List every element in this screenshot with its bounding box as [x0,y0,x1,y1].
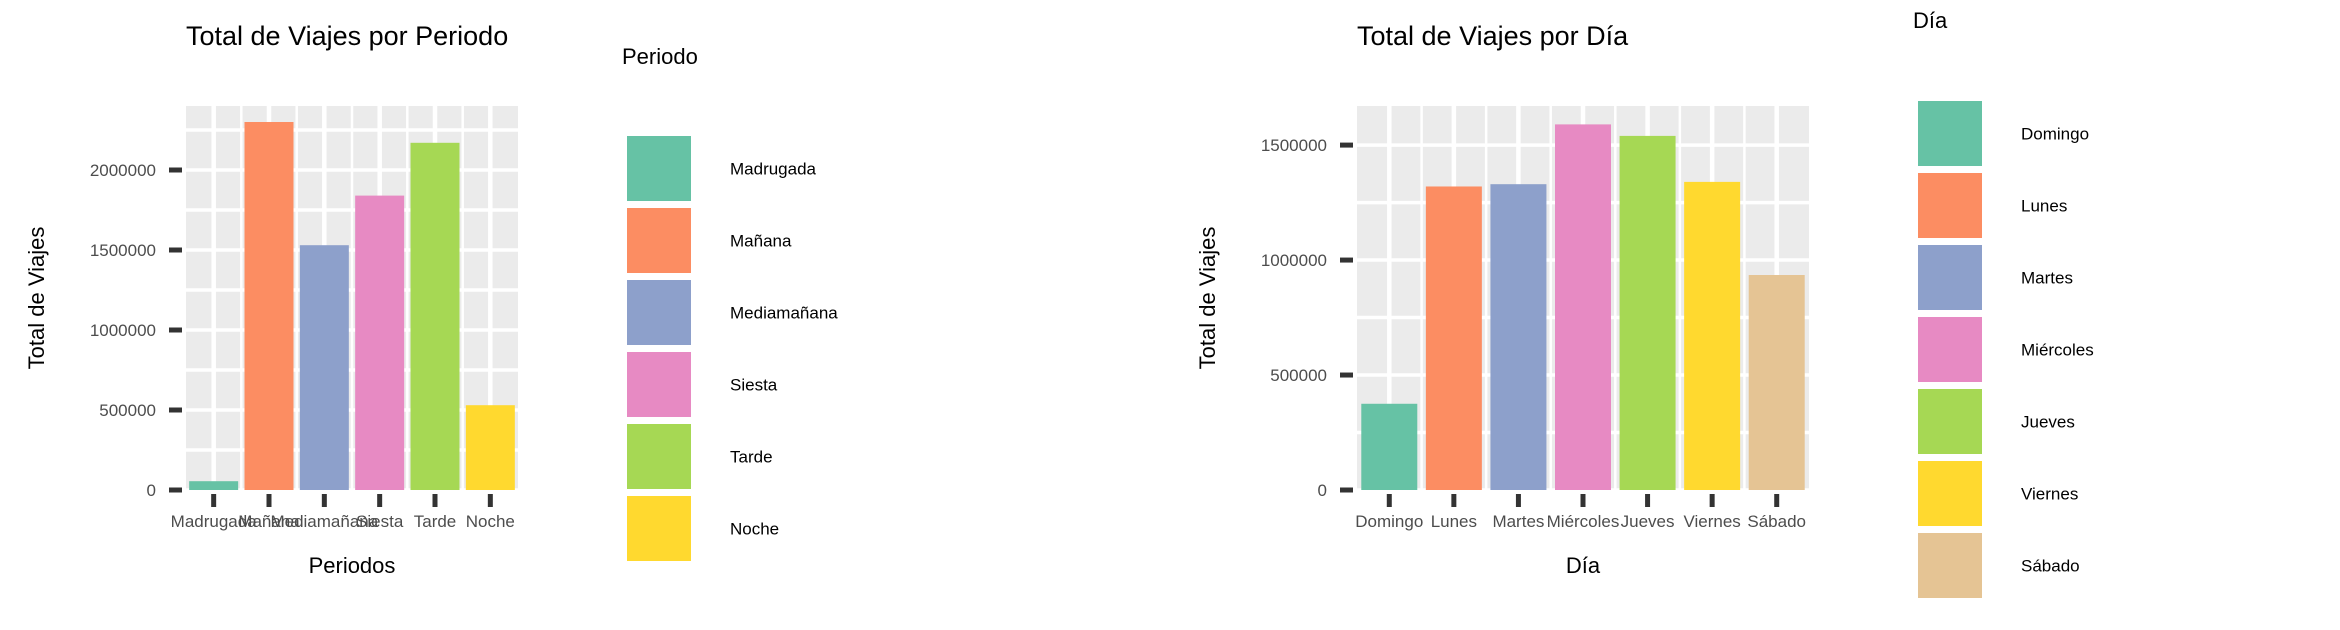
legend-swatch-siesta [625,350,693,419]
x-axis-title: Periodos [309,553,396,578]
legend-label-noche: Noche [730,520,779,539]
legend-swatch-viernes [1916,459,1984,528]
legend-swatch-noche [625,494,693,563]
legend-swatch-domingo [1916,99,1984,168]
legend-label-jueves: Jueves [2021,413,2075,432]
legend-swatch-miercoles [1916,315,1984,384]
legend-swatch-sabado [1916,531,1984,600]
y-tick-label: 2000000 [90,161,156,180]
legend-title: Día [1913,8,1948,33]
legend-swatch-jueves [1916,387,1984,456]
legend-label-viernes: Viernes [2021,485,2078,504]
legend-label-miercoles: Miércoles [2021,341,2094,360]
x-tick-label-martes: Martes [1492,512,1544,531]
x-tick-label-siesta: Siesta [356,512,404,531]
y-tick-label: 1500000 [90,241,156,260]
legend-label-tarde: Tarde [730,448,773,467]
legend-swatch-tarde [625,422,693,491]
y-tick-label: 500000 [99,401,156,420]
x-tick-label-noche: Noche [466,512,515,531]
x-tick-label-lunes: Lunes [1431,512,1477,531]
x-tick-label-mediamanana: Mediamañana [270,512,378,531]
bar-miercoles [1555,124,1611,491]
legend-title: Periodo [622,44,698,69]
x-tick-label-jueves: Jueves [1621,512,1675,531]
bar-domingo [1361,403,1418,490]
y-tick-label: 0 [147,481,156,500]
bar-lunes [1425,186,1482,490]
bar-mediamanana [299,245,349,490]
x-tick-label-miercoles: Miércoles [1547,512,1620,531]
bar-sabado [1748,275,1805,490]
legend-label-lunes: Lunes [2021,197,2067,216]
x-tick-label-tarde: Tarde [414,512,457,531]
chart-title: Total de Viajes por Periodo [186,21,508,51]
x-tick-label-manana: Mañana [238,512,300,531]
legend-label-domingo: Domingo [2021,125,2089,144]
y-tick-label: 1000000 [1261,251,1327,270]
legend-swatch-madrugada [625,134,693,203]
legend-swatch-martes [1916,243,1984,312]
x-axis-title: Día [1566,553,1601,578]
x-tick-label-domingo: Domingo [1355,512,1423,531]
chart-title: Total de Viajes por Día [1357,21,1629,51]
legend-swatch-mediamanana [625,278,693,347]
y-tick-label: 0 [1318,481,1327,500]
x-tick-label-sabado: Sábado [1747,512,1806,531]
legend-label-sabado: Sábado [2021,557,2080,576]
legend: Periodo Madrugada Mañana Mediamañana Siesta T… [622,44,838,563]
bar-tarde [410,142,460,491]
bar-jueves [1619,135,1676,490]
y-tick-label: 500000 [1270,366,1327,385]
legend-label-siesta: Siesta [730,376,778,395]
chart-1: 0500000100000015000002000000MadrugadaMañ… [24,21,838,578]
y-tick-label: 1500000 [1261,136,1327,155]
bar-martes [1490,184,1547,491]
legend-label-mediamanana: Mediamañana [730,304,838,323]
bar-siesta [355,195,405,490]
bar-viernes [1684,181,1741,490]
x-tick-label-madrugada: Madrugada [171,512,258,531]
legend-label-manana: Mañana [730,232,792,251]
bar-madrugada [189,481,239,490]
x-tick-label-viernes: Viernes [1683,512,1740,531]
y-axis-title: Total de Viajes [24,227,49,370]
legend-label-madrugada: Madrugada [730,160,817,179]
y-tick-label: 1000000 [90,321,156,340]
legend-swatch-lunes [1916,171,1984,240]
y-axis-title: Total de Viajes [1195,227,1220,370]
legend: Día Domingo Lunes Martes Miércoles Jueves Vier… [1913,8,2094,600]
bar-manana [244,122,294,490]
bar-noche [465,405,515,490]
legend-label-martes: Martes [2021,269,2073,288]
legend-swatch-manana [625,206,693,275]
